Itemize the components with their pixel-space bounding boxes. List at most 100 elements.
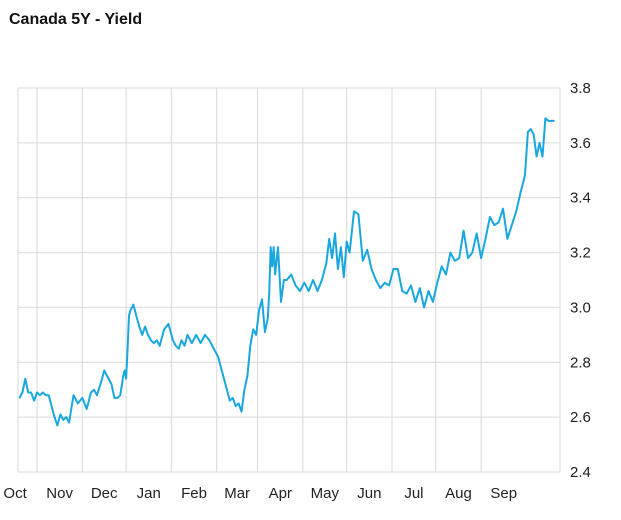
- data-point: [511, 224, 513, 226]
- data-point: [195, 334, 197, 336]
- data-point: [186, 334, 189, 336]
- data-point: [21, 391, 23, 394]
- data-point: [343, 276, 345, 278]
- x-tick-label: Feb: [181, 485, 207, 502]
- data-point: [366, 249, 368, 251]
- data-point: [68, 422, 70, 424]
- y-tick-label: 3.0: [570, 299, 591, 316]
- data-point: [128, 315, 130, 317]
- y-tick-label: 3.8: [570, 80, 591, 97]
- data-point: [476, 232, 478, 234]
- y-tick-label: 3.2: [570, 245, 591, 262]
- data-point: [39, 394, 41, 396]
- data-point: [458, 257, 460, 259]
- data-point: [268, 290, 270, 292]
- data-point: [449, 252, 451, 254]
- data-point: [53, 416, 56, 418]
- data-point: [379, 287, 381, 289]
- data-point: [181, 339, 183, 341]
- y-tick-label: 3.4: [570, 190, 591, 207]
- data-point: [255, 334, 257, 336]
- data-point: [86, 408, 88, 410]
- data-point: [238, 402, 240, 404]
- data-point: [258, 309, 260, 311]
- data-point: [274, 273, 276, 276]
- data-point: [544, 117, 547, 119]
- data-point: [51, 405, 53, 407]
- data-point: [384, 282, 386, 284]
- data-point: [273, 246, 275, 248]
- data-point: [116, 397, 118, 399]
- data-point: [235, 405, 237, 407]
- data-point: [226, 389, 228, 391]
- data-point: [340, 246, 342, 248]
- data-point: [135, 315, 137, 317]
- x-tick-label: Aug: [445, 485, 472, 502]
- data-point: [267, 317, 269, 319]
- data-point: [397, 268, 399, 270]
- x-tick-label: Dec: [91, 485, 118, 502]
- data-point: [48, 394, 50, 396]
- data-point: [303, 282, 305, 284]
- data-point: [498, 221, 500, 223]
- data-point: [454, 260, 456, 262]
- x-tick-label: Jan: [137, 485, 161, 502]
- data-point: [138, 326, 140, 328]
- data-point: [36, 391, 38, 394]
- data-point: [113, 397, 115, 399]
- x-tick-label: Sep: [490, 485, 517, 502]
- data-point: [144, 326, 146, 328]
- data-point: [167, 323, 170, 325]
- data-point: [480, 257, 482, 259]
- data-point: [100, 380, 102, 383]
- data-point: [401, 290, 403, 292]
- y-tick-label: 2.8: [570, 354, 591, 371]
- data-point: [280, 301, 282, 303]
- data-point: [328, 238, 330, 240]
- data-point: [445, 273, 447, 276]
- x-tick-label: Apr: [269, 485, 292, 502]
- data-point: [467, 257, 469, 259]
- data-point: [362, 260, 364, 262]
- data-point: [110, 383, 113, 385]
- data-point: [208, 339, 210, 341]
- data-point: [436, 282, 438, 284]
- data-point: [42, 391, 44, 394]
- data-point: [325, 262, 327, 265]
- data-point: [56, 424, 59, 426]
- x-tick-label: Jul: [404, 485, 423, 502]
- x-tick-label: Nov: [46, 485, 73, 502]
- data-point: [77, 402, 79, 404]
- data-point: [122, 375, 124, 377]
- data-point: [213, 348, 215, 350]
- data-point: [541, 156, 544, 158]
- data-point: [119, 394, 121, 396]
- data-point: [553, 120, 555, 122]
- data-point: [441, 265, 443, 267]
- data-point: [18, 397, 21, 399]
- data-point: [524, 175, 526, 177]
- data-point: [312, 279, 314, 281]
- data-point: [132, 304, 134, 306]
- data-point: [229, 400, 231, 402]
- data-point: [217, 356, 219, 358]
- data-point: [286, 279, 288, 281]
- data-point: [243, 389, 245, 391]
- data-point: [299, 290, 301, 292]
- data-point: [502, 208, 504, 210]
- data-point: [337, 268, 339, 270]
- data-point: [357, 213, 359, 215]
- plot-frame: [17, 87, 561, 473]
- data-point: [147, 334, 149, 336]
- data-point: [530, 128, 532, 130]
- line-layer: [18, 117, 555, 427]
- data-point: [141, 334, 143, 336]
- data-point: [277, 246, 279, 248]
- data-point: [432, 301, 434, 303]
- data-point: [334, 232, 336, 234]
- data-point: [414, 301, 416, 303]
- data-point: [264, 331, 266, 333]
- data-point: [178, 348, 180, 350]
- data-point: [27, 391, 29, 394]
